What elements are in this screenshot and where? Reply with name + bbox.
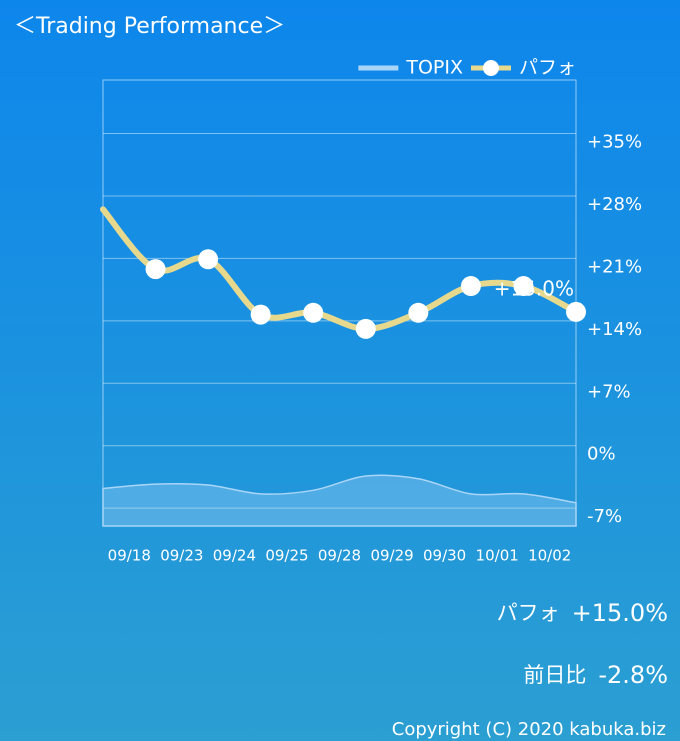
x-tick-label: 09/30 xyxy=(423,547,466,565)
perf-marker xyxy=(355,318,376,339)
perf-marker xyxy=(198,249,219,270)
x-tick-label: 09/28 xyxy=(318,547,361,565)
perf-marker xyxy=(513,276,534,297)
topix-area xyxy=(102,474,577,527)
perf-marker xyxy=(250,304,271,325)
x-tick-label: 09/24 xyxy=(213,547,256,565)
x-tick-label: 09/18 xyxy=(108,547,151,565)
x-tick-label: 10/01 xyxy=(476,547,519,565)
copyright: Copyright (C) 2020 kabuka.biz xyxy=(392,719,666,740)
perf-marker xyxy=(145,259,166,280)
x-tick-label: 09/23 xyxy=(160,547,203,565)
perf-marker xyxy=(408,302,429,323)
summary-value: +15.0% xyxy=(572,599,668,627)
summary-label: 前日比 xyxy=(523,663,586,687)
x-tick-label: 09/29 xyxy=(370,547,413,565)
legend-marker xyxy=(482,60,499,76)
summary-label: パフォ xyxy=(497,601,560,625)
x-tick-label: 10/02 xyxy=(528,547,571,565)
title: ＜Trading Performance＞ xyxy=(14,14,285,39)
value-label: +15.0% xyxy=(494,276,574,300)
legend-label: パフォ xyxy=(519,57,576,79)
legend-label: TOPIX xyxy=(405,57,463,79)
perf-line xyxy=(100,206,579,332)
y-tick-label: +21% xyxy=(587,256,642,277)
y-tick-label: -7% xyxy=(587,506,622,527)
perf-marker xyxy=(566,301,586,322)
perf-marker xyxy=(303,302,324,323)
summary-value: -2.8% xyxy=(598,661,668,689)
y-tick-label: +35% xyxy=(587,132,642,153)
y-tick-label: 0% xyxy=(587,444,616,465)
y-tick-label: +28% xyxy=(587,194,642,215)
y-tick-label: +7% xyxy=(587,381,631,402)
perf-marker xyxy=(460,276,481,297)
x-tick-label: 09/25 xyxy=(265,547,308,565)
y-tick-label: +14% xyxy=(587,319,642,340)
